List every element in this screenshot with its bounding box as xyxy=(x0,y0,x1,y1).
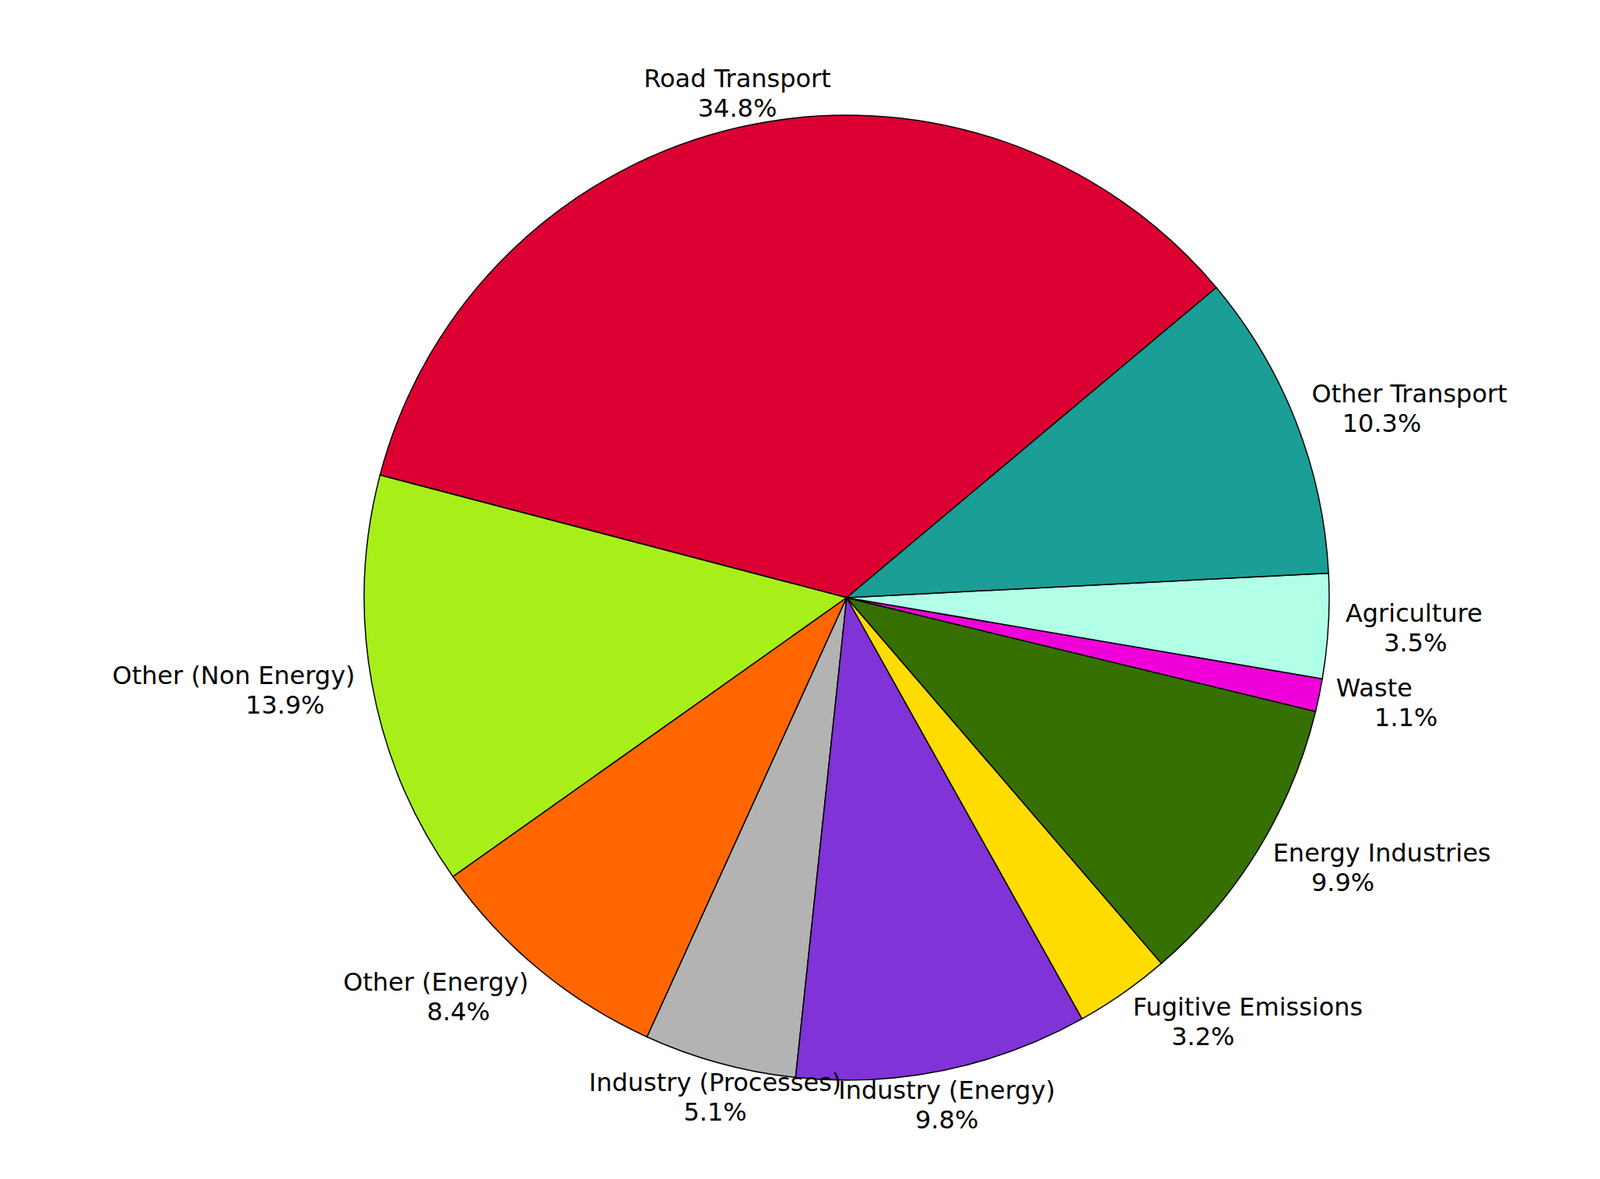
svg-text:Energy Industries9.9%: Energy Industries9.9% xyxy=(1273,838,1492,898)
svg-text:Other (Energy)8.4%: Other (Energy)8.4% xyxy=(343,967,529,1027)
svg-text:Fugitive Emissions3.2%: Fugitive Emissions3.2% xyxy=(1133,992,1363,1052)
svg-text:Industry (Energy)9.8%: Industry (Energy)9.8% xyxy=(838,1075,1056,1135)
svg-text:Agriculture3.5%: Agriculture3.5% xyxy=(1345,598,1483,658)
svg-text:Industry (Processes)5.1%: Industry (Processes)5.1% xyxy=(589,1067,843,1127)
svg-text:Other (Non Energy)13.9%: Other (Non Energy)13.9% xyxy=(112,660,355,720)
svg-text:Road Transport34.8%: Road Transport34.8% xyxy=(643,63,832,123)
svg-text:Other Transport10.3%: Other Transport10.3% xyxy=(1311,378,1507,439)
svg-text:Waste1.1%: Waste1.1% xyxy=(1336,673,1439,733)
